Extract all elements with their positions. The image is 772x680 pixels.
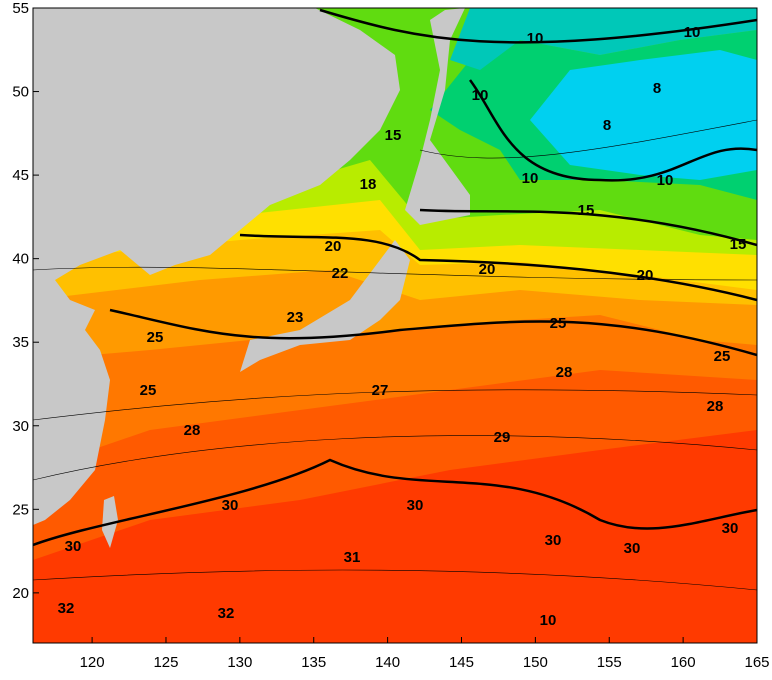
x-tick-label: 160 — [671, 654, 696, 671]
y-tick-label: 55 — [12, 0, 29, 17]
contour-label: 10 — [684, 24, 701, 41]
contour-label: 30 — [222, 497, 239, 514]
contour-label: 30 — [65, 538, 82, 555]
contour-label: 29 — [494, 429, 511, 446]
contour-label: 25 — [550, 315, 567, 332]
sst-field — [33, 8, 757, 643]
contour-label: 10 — [657, 172, 674, 189]
x-tick-label: 145 — [449, 654, 474, 671]
y-tick-label: 20 — [12, 585, 29, 602]
x-tick-label: 165 — [744, 654, 769, 671]
x-tick-label: 140 — [375, 654, 400, 671]
y-tick-label: 45 — [12, 167, 29, 184]
contour-label: 18 — [360, 176, 377, 193]
x-tick-label: 150 — [523, 654, 548, 671]
x-tick-label: 125 — [153, 654, 178, 671]
contour-label: 28 — [707, 398, 724, 415]
contour-label: 15 — [730, 236, 747, 253]
contour-label: 8 — [603, 117, 611, 134]
contour-label: 32 — [58, 600, 75, 617]
contour-label: 10 — [472, 87, 489, 104]
contour-label: 25 — [140, 382, 157, 399]
contour-label: 15 — [578, 202, 595, 219]
x-tick-label: 135 — [301, 654, 326, 671]
y-tick-label: 35 — [12, 334, 29, 351]
contour-label: 30 — [545, 532, 562, 549]
x-tick-label: 155 — [597, 654, 622, 671]
y-tick-label: 25 — [12, 501, 29, 518]
contour-label: 28 — [184, 422, 201, 439]
contour-label: 30 — [624, 540, 641, 557]
contour-label: 8 — [653, 80, 661, 97]
contour-label: 10 — [522, 170, 539, 187]
contour-label: 25 — [714, 348, 731, 365]
contour-label: 15 — [385, 127, 402, 144]
contour-label: 20 — [325, 238, 342, 255]
y-tick-label: 50 — [12, 84, 29, 101]
contour-label: 32 — [218, 605, 235, 622]
contour-label: 10 — [540, 612, 557, 629]
contour-label: 23 — [287, 309, 304, 326]
contour-label: 10 — [527, 30, 544, 47]
contour-label: 30 — [407, 497, 424, 514]
contour-label: 28 — [556, 364, 573, 381]
contour-label: 31 — [344, 549, 361, 566]
contour-label: 20 — [479, 261, 496, 278]
x-tick-label: 120 — [80, 654, 105, 671]
y-tick-label: 40 — [12, 251, 29, 268]
contour-label: 22 — [332, 265, 349, 282]
contour-label: 30 — [722, 520, 739, 537]
contour-label: 20 — [637, 267, 654, 284]
map-frame — [32, 7, 758, 644]
y-tick-label: 30 — [12, 418, 29, 435]
x-tick-label: 130 — [227, 654, 252, 671]
contour-label: 25 — [147, 329, 164, 346]
contour-label: 27 — [372, 382, 389, 399]
